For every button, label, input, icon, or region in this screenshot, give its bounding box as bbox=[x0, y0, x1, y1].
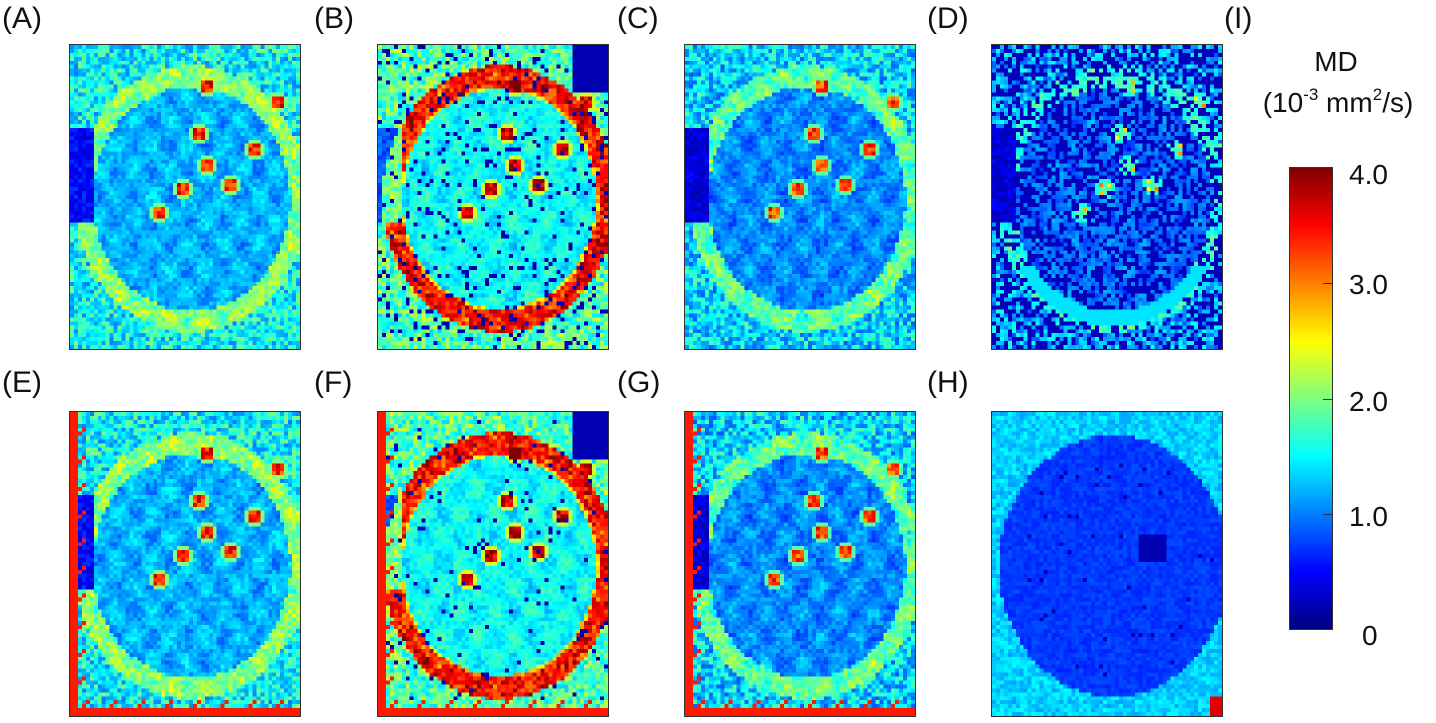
panel-label-e: (E) bbox=[2, 366, 42, 399]
panel-label-c: (C) bbox=[617, 2, 659, 35]
panel-label-i: (I) bbox=[1224, 2, 1253, 35]
md-map-h bbox=[991, 411, 1223, 717]
colorbar-tick-label: 0 bbox=[1362, 620, 1378, 651]
colorbar-tick-label: 1.0 bbox=[1349, 501, 1388, 532]
md-map-e bbox=[69, 411, 301, 717]
colorbar-tickmark bbox=[1323, 399, 1333, 400]
md-map-c bbox=[684, 44, 916, 350]
md-map-c-canvas bbox=[685, 45, 915, 349]
panel-label-h: (H) bbox=[927, 366, 969, 399]
colorbar-tick-label: 3.0 bbox=[1349, 269, 1388, 300]
md-map-e-canvas bbox=[70, 412, 300, 716]
colorbar bbox=[1289, 167, 1333, 630]
md-map-f-canvas bbox=[378, 412, 608, 716]
colorbar-tick-label: 4.0 bbox=[1349, 159, 1388, 190]
colorbar-tick-label: 2.0 bbox=[1349, 386, 1388, 417]
panel-label-f: (F) bbox=[314, 366, 353, 399]
colorbar-title: MD bbox=[1314, 46, 1358, 77]
md-map-g bbox=[684, 411, 916, 717]
colorbar-unit: (10-3 mm2/s) bbox=[1262, 84, 1414, 118]
md-map-d bbox=[991, 44, 1223, 350]
panel-label-d: (D) bbox=[927, 2, 969, 35]
md-map-b-canvas bbox=[378, 45, 608, 349]
md-map-a bbox=[69, 44, 301, 350]
panel-label-a: (A) bbox=[2, 2, 42, 35]
md-map-d-canvas bbox=[992, 45, 1222, 349]
panel-label-g: (G) bbox=[617, 366, 661, 399]
md-map-a-canvas bbox=[70, 45, 300, 349]
panel-label-b: (B) bbox=[314, 2, 354, 35]
md-map-f bbox=[377, 411, 609, 717]
md-map-b bbox=[377, 44, 609, 350]
colorbar-tickmark bbox=[1323, 283, 1333, 284]
md-map-h-canvas bbox=[992, 412, 1222, 716]
colorbar-tickmark bbox=[1323, 514, 1333, 515]
md-map-g-canvas bbox=[685, 412, 915, 716]
